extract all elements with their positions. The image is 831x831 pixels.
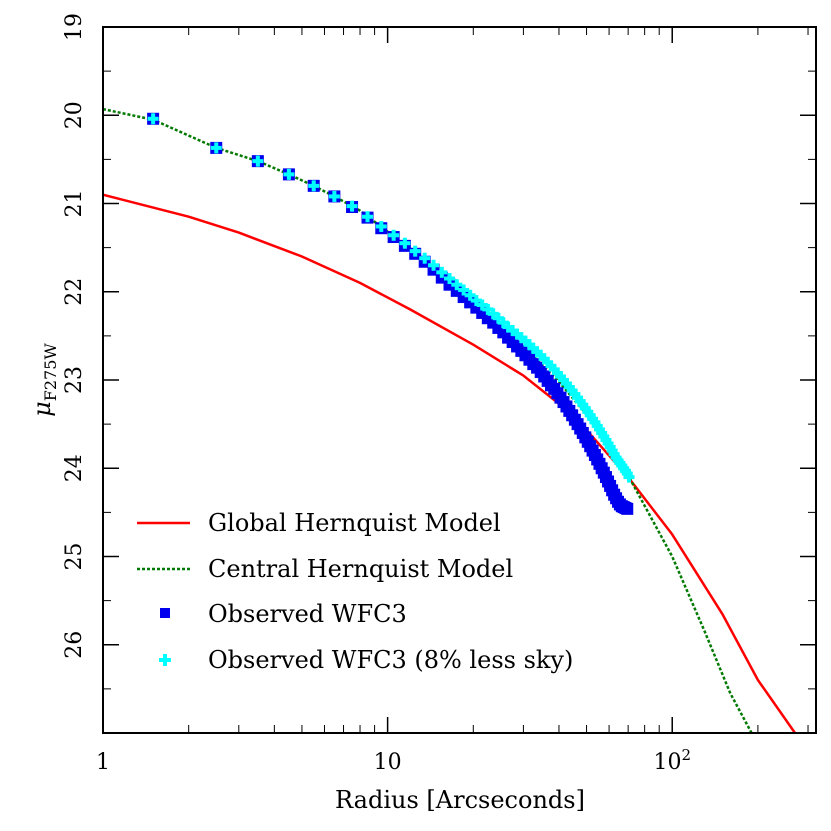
data-point-plus (593, 423, 605, 435)
series-0-line (103, 193, 797, 733)
tick-layer: 1 10 102 19 20 21 22 23 24 25 26 (62, 13, 816, 775)
series-1-line (103, 107, 753, 733)
data-point-plus (252, 155, 264, 167)
legend: Global Hernquist Model Central Hernquist… (137, 509, 573, 674)
legend-label-observed-less-sky: Observed WFC3 (8% less sky) (208, 646, 573, 674)
data-point-plus (598, 430, 610, 442)
data-point-plus (623, 471, 635, 483)
data-point-plus (538, 353, 550, 365)
x-tick-label: 10 (374, 750, 402, 775)
data-point-plus (596, 427, 608, 439)
data-point-plus (308, 180, 320, 192)
data-point-plus (542, 356, 554, 368)
data-point-plus (464, 289, 476, 301)
data-point-plus (555, 370, 567, 382)
data-point-plus (558, 374, 570, 386)
data-point-plus (487, 308, 499, 320)
data-point-plus (548, 363, 560, 375)
series-line-path (103, 107, 753, 733)
y-tick-label: 23 (62, 366, 87, 394)
y-tick-label: 19 (62, 13, 87, 41)
x-tick-label-exponent: 2 (681, 746, 691, 764)
data-point-plus (436, 266, 448, 278)
data-point-plus (566, 385, 578, 397)
data-point-plus (511, 328, 523, 340)
data-point-plus (476, 299, 488, 311)
series-3-markers (147, 113, 635, 483)
data-point-plus (579, 402, 591, 414)
data-point-plus (523, 339, 535, 351)
legend-swatch-observed-less-sky (159, 654, 171, 666)
data-point-plus (482, 303, 494, 315)
data-point-plus (388, 229, 400, 241)
y-axis-label-sub: F275W (41, 343, 60, 402)
data-point-plus (451, 279, 463, 291)
data-point-plus (551, 367, 563, 379)
data-point-plus (604, 441, 616, 453)
data-point-plus (362, 211, 374, 223)
y-axis-label: μF275W (28, 343, 60, 417)
data-point-plus (531, 346, 543, 358)
series-layer (103, 107, 797, 733)
data-point-plus (545, 360, 557, 372)
y-tick-label: 20 (62, 101, 87, 129)
y-tick-label: 26 (62, 631, 87, 659)
data-point-plus (419, 252, 431, 264)
data-point-plus (589, 416, 601, 428)
y-tick-label: 21 (62, 190, 87, 218)
data-point-plus (563, 381, 575, 393)
x-axis-label: Radius [Arcseconds] (335, 786, 585, 814)
data-point-plus (470, 295, 482, 307)
legend-label-central: Central Hernquist Model (208, 555, 513, 583)
legend-swatch-observed (160, 608, 170, 618)
data-point-plus (409, 245, 421, 257)
y-tick-label: 25 (62, 543, 87, 571)
svg-text:μF275W: μF275W (28, 343, 60, 417)
data-point-plus (283, 168, 295, 180)
data-point-plus (569, 388, 581, 400)
data-point-plus (497, 317, 509, 329)
legend-label-global: Global Hernquist Model (208, 509, 501, 537)
data-point-plus (492, 312, 504, 324)
x-tick-label: 1 (96, 750, 110, 775)
data-point-plus (328, 190, 340, 202)
data-point-square (621, 502, 634, 515)
data-point-plus (399, 237, 411, 249)
data-point-plus (560, 378, 572, 390)
data-point-plus (507, 325, 519, 337)
series-line-path (103, 193, 797, 733)
data-point-plus (591, 420, 603, 432)
data-point-plus (210, 142, 222, 154)
data-point-plus (577, 399, 589, 411)
data-point-plus (458, 284, 470, 296)
data-point-plus (515, 332, 527, 344)
data-point-plus (444, 273, 456, 285)
legend-label-observed: Observed WFC3 (208, 600, 407, 628)
y-tick-label: 24 (62, 454, 87, 482)
data-point-plus (584, 409, 596, 421)
data-point-plus (582, 406, 594, 418)
data-point-plus (527, 342, 539, 354)
y-axis-label-mu: μ (28, 401, 56, 417)
data-point-plus (502, 321, 514, 333)
data-point-plus (519, 335, 531, 347)
data-point-plus (602, 438, 614, 450)
data-point-plus (587, 413, 599, 425)
data-point-plus (346, 200, 358, 212)
data-point-plus (535, 349, 547, 361)
x-tick-label: 102 (653, 746, 691, 775)
data-point-plus (600, 434, 612, 446)
series-2-markers (147, 112, 634, 515)
data-point-plus (574, 395, 586, 407)
data-point-plus (572, 392, 584, 404)
data-point-plus (428, 259, 440, 271)
y-tick-label: 22 (62, 278, 87, 306)
data-point-plus (375, 220, 387, 232)
data-point-plus (147, 113, 159, 125)
